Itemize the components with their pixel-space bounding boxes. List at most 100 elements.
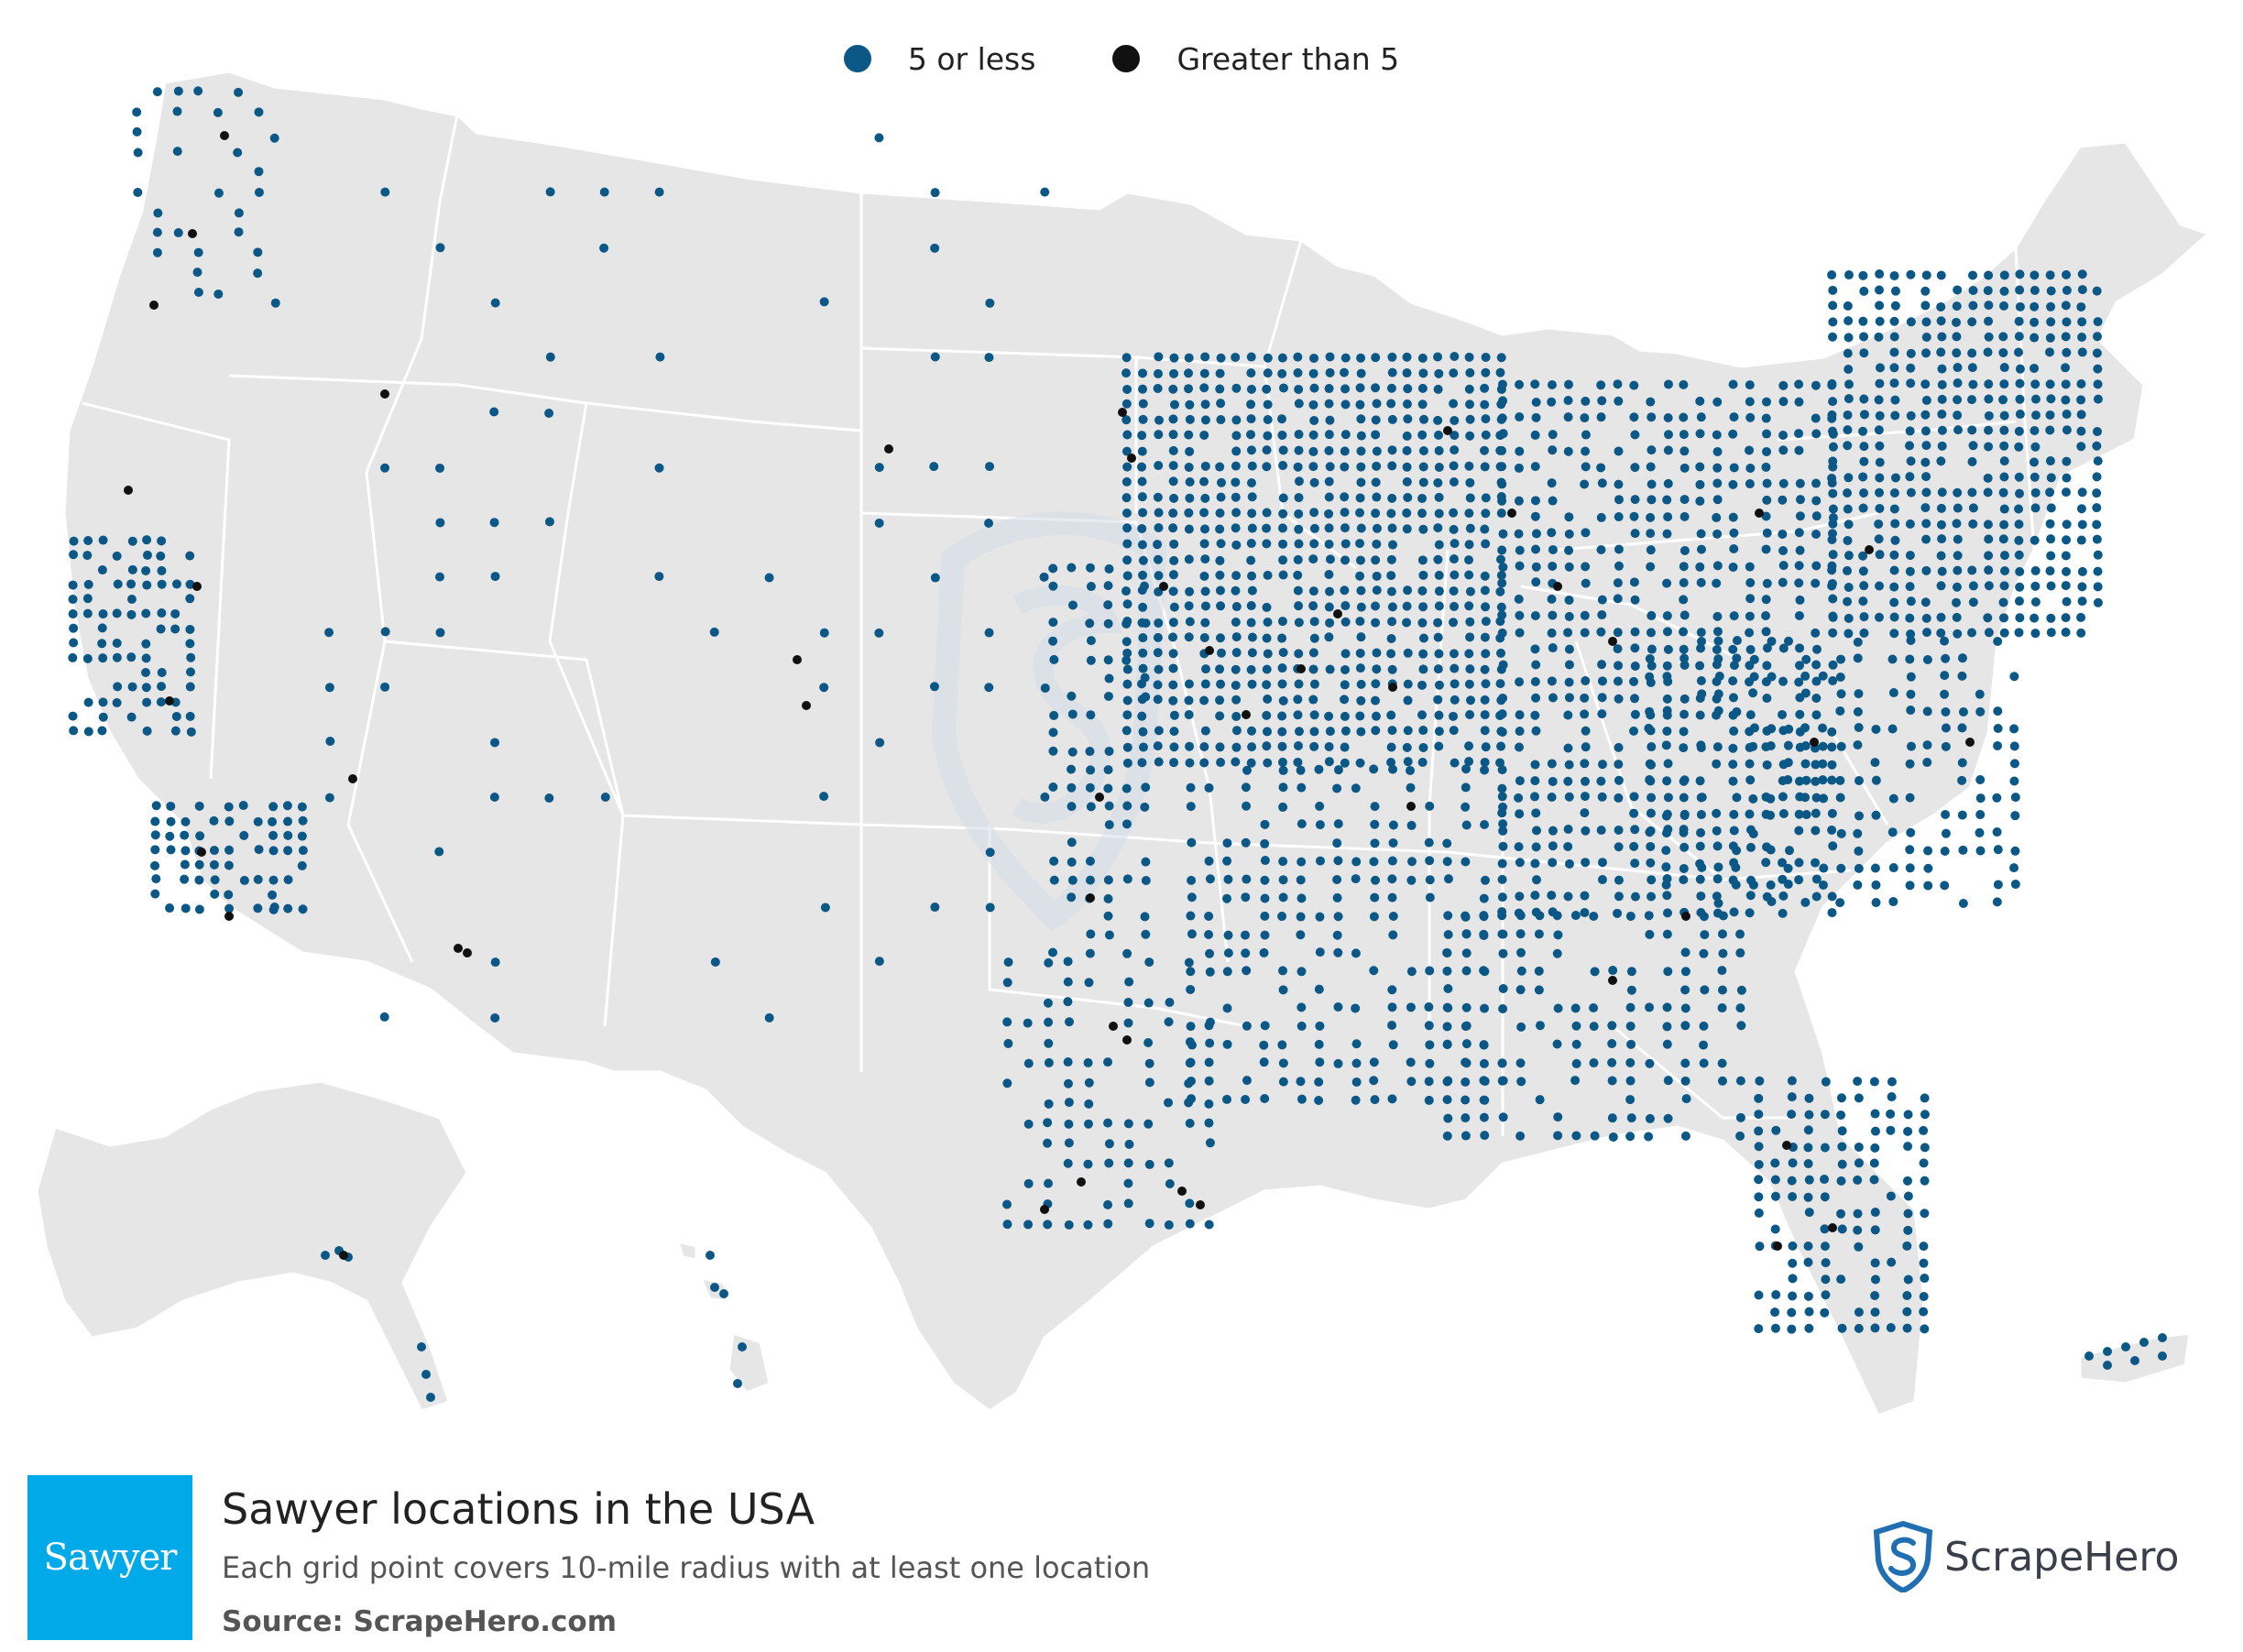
location-dot bbox=[1941, 723, 1951, 733]
location-dot bbox=[1262, 741, 1272, 751]
location-dot bbox=[1433, 384, 1443, 394]
location-dot bbox=[2076, 442, 2086, 452]
location-dot bbox=[1187, 837, 1197, 848]
location-dot bbox=[1696, 810, 1706, 820]
location-dot bbox=[1755, 1242, 1765, 1252]
location-dot bbox=[1552, 1039, 1562, 1049]
location-dot bbox=[1984, 316, 1994, 326]
location-dot bbox=[1324, 602, 1334, 612]
location-dot bbox=[1906, 363, 1916, 373]
location-dot bbox=[1983, 286, 1993, 296]
location-dot bbox=[1937, 534, 1947, 544]
location-dot bbox=[1465, 523, 1475, 533]
location-dot bbox=[1835, 706, 1845, 716]
location-dot bbox=[2046, 503, 2056, 513]
location-dot bbox=[1200, 415, 1210, 425]
location-dot bbox=[1351, 783, 1361, 793]
location-dot bbox=[1889, 347, 1899, 357]
location-dot bbox=[1333, 765, 1343, 775]
location-dot bbox=[1735, 1076, 1745, 1086]
location-dot bbox=[283, 846, 293, 856]
location-dot bbox=[2093, 582, 2103, 592]
location-dot bbox=[1889, 378, 1899, 388]
location-dot bbox=[1355, 663, 1365, 673]
location-dot bbox=[1340, 711, 1350, 721]
location-dot bbox=[1325, 462, 1335, 472]
location-dot bbox=[1497, 874, 1507, 884]
location-dot bbox=[1589, 1002, 1599, 1012]
location-dot bbox=[1308, 430, 1318, 440]
location-dot bbox=[1480, 710, 1490, 720]
location-dot bbox=[1277, 912, 1287, 922]
location-dot bbox=[1514, 594, 1524, 604]
location-dot bbox=[1498, 429, 1508, 439]
location-dot bbox=[984, 518, 994, 528]
location-dot bbox=[544, 793, 554, 803]
location-dot bbox=[224, 912, 234, 921]
location-dot bbox=[2046, 551, 2056, 561]
location-dot bbox=[1941, 741, 1951, 751]
location-dot bbox=[1811, 874, 1822, 884]
location-dot bbox=[1480, 820, 1490, 830]
location-dot bbox=[1388, 911, 1398, 921]
location-dot bbox=[1168, 586, 1178, 596]
location-dot bbox=[1993, 880, 2003, 890]
location-dot bbox=[1749, 654, 1759, 664]
location-dot bbox=[1372, 664, 1382, 674]
location-dot bbox=[1835, 775, 1845, 785]
location-dot bbox=[1371, 509, 1381, 519]
location-dot bbox=[2076, 379, 2086, 389]
location-dot bbox=[2061, 301, 2071, 311]
location-dot bbox=[1222, 838, 1232, 848]
location-dot bbox=[1967, 456, 1977, 466]
location-dot bbox=[157, 579, 167, 589]
location-dot bbox=[1696, 412, 1706, 422]
location-dot bbox=[1597, 676, 1607, 686]
location-dot bbox=[1626, 967, 1636, 977]
location-dot bbox=[1464, 509, 1474, 519]
location-dot bbox=[1369, 764, 1379, 774]
location-dot bbox=[1199, 524, 1209, 534]
location-dot bbox=[1356, 353, 1366, 363]
location-dot bbox=[1843, 535, 1853, 545]
location-dot bbox=[1516, 1022, 1526, 1032]
location-dot bbox=[1828, 488, 1838, 498]
location-dot bbox=[1905, 472, 1915, 482]
location-dot bbox=[2030, 363, 2040, 373]
location-dot bbox=[1828, 504, 1838, 514]
location-dot bbox=[1231, 711, 1242, 721]
location-dot bbox=[1936, 520, 1946, 530]
location-dot bbox=[1629, 676, 1639, 686]
location-dot bbox=[2015, 269, 2025, 279]
location-dot bbox=[1788, 1258, 1798, 1268]
location-dot bbox=[2014, 550, 2024, 560]
location-dot bbox=[1870, 1126, 1880, 1136]
location-dot bbox=[1372, 446, 1382, 456]
location-dot bbox=[1184, 632, 1194, 642]
location-dot bbox=[1308, 554, 1318, 564]
location-dot bbox=[68, 580, 78, 590]
location-dot bbox=[1646, 808, 1656, 818]
location-dot bbox=[1048, 728, 1058, 738]
location-dot bbox=[1465, 617, 1475, 627]
location-dot bbox=[1137, 540, 1147, 550]
location-dot bbox=[1103, 893, 1113, 903]
location-dot bbox=[1553, 582, 1562, 591]
location-dot bbox=[1919, 1125, 1929, 1135]
location-dot bbox=[1870, 1143, 1880, 1153]
location-dot bbox=[1168, 430, 1178, 440]
location-dot bbox=[1992, 897, 2002, 907]
location-dot bbox=[2093, 332, 2103, 342]
location-dot bbox=[1548, 858, 1558, 868]
location-dot bbox=[1647, 495, 1657, 505]
location-dot bbox=[874, 957, 884, 967]
location-dot bbox=[1137, 758, 1147, 768]
location-dot bbox=[1297, 967, 1307, 977]
location-dot bbox=[1122, 874, 1132, 884]
location-dot bbox=[1589, 1022, 1599, 1032]
location-dot bbox=[1164, 1220, 1174, 1230]
location-dot bbox=[1481, 352, 1491, 362]
location-dot bbox=[1386, 649, 1396, 659]
location-dot bbox=[1296, 1077, 1306, 1087]
location-dot bbox=[1958, 845, 1968, 855]
